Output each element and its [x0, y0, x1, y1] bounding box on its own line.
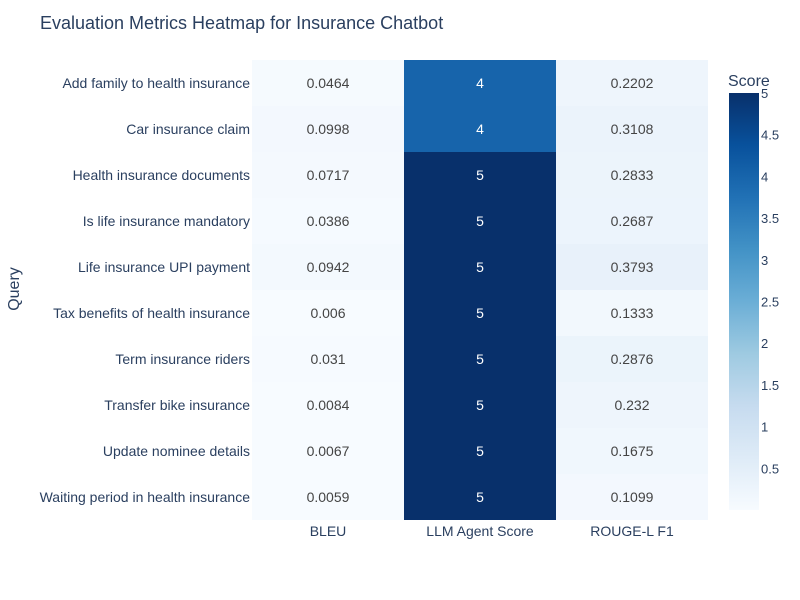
heatmap-cell — [556, 382, 708, 428]
heatmap-cell — [404, 244, 556, 290]
x-axis-ticks: BLEU LLM Agent Score ROUGE-L F1 — [310, 523, 674, 539]
y-tick-label: Life insurance UPI payment — [78, 259, 250, 275]
y-tick-label: Tax benefits of health insurance — [53, 305, 250, 321]
y-axis-ticks: Add family to health insurance Car insura… — [40, 75, 251, 505]
cell-value-label: 5 — [476, 397, 484, 413]
chart-title: Evaluation Metrics Heatmap for Insurance… — [40, 13, 443, 33]
colorbar-tick-label: 2 — [761, 336, 768, 351]
heatmap-cell — [252, 428, 404, 474]
heatmap-cell — [252, 336, 404, 382]
heatmap-cell — [252, 474, 404, 520]
colorbar-tick-label: 3 — [761, 253, 768, 268]
colorbar-tick-label: 4.5 — [761, 128, 779, 143]
heatmap-cell — [404, 152, 556, 198]
colorbar-tick-label: 1 — [761, 420, 768, 435]
x-tick-label: LLM Agent Score — [426, 523, 534, 539]
heatmap-cell — [404, 198, 556, 244]
y-tick-label: Is life insurance mandatory — [83, 213, 250, 229]
cell-value-label: 0.2833 — [611, 167, 654, 183]
colorbar-tick-label: 0.5 — [761, 461, 779, 476]
y-tick-label: Transfer bike insurance — [104, 397, 250, 413]
cell-value-label: 0.0998 — [307, 121, 350, 137]
cell-value-label: 0.2876 — [611, 351, 654, 367]
cell-value-label: 5 — [476, 489, 484, 505]
cell-value-label: 0.031 — [310, 351, 345, 367]
cell-value-label: 4 — [476, 75, 484, 91]
y-axis-title: Query — [6, 267, 23, 311]
colorbar-title: Score — [728, 73, 770, 90]
y-tick-label: Update nominee details — [103, 443, 250, 459]
heatmap-cell — [252, 60, 404, 106]
cell-value-label: 0.1333 — [611, 305, 654, 321]
heatmap-cell — [556, 336, 708, 382]
cell-value-label: 0.0717 — [307, 167, 350, 183]
heatmap-cell — [404, 428, 556, 474]
cell-value-label: 5 — [476, 167, 484, 183]
heatmap-cell — [556, 106, 708, 152]
cell-labels: 0.0464 4 0.2202 0.0998 4 0.3108 0.0717 5 0.2833 0… — [307, 75, 654, 505]
cell-value-label: 0.006 — [310, 305, 345, 321]
cell-value-label: 0.3793 — [611, 259, 654, 275]
heatmap-cell — [404, 106, 556, 152]
heatmap-cell — [556, 152, 708, 198]
heatmap-cell — [252, 106, 404, 152]
cell-value-label: 0.0942 — [307, 259, 350, 275]
y-tick-label: Term insurance riders — [115, 351, 250, 367]
heatmap-cell — [556, 60, 708, 106]
colorbar-tick-label: 2.5 — [761, 295, 779, 310]
cell-value-label: 0.0084 — [307, 397, 350, 413]
heatmap-cell — [252, 382, 404, 428]
cell-value-label: 5 — [476, 351, 484, 367]
cell-value-label: 0.2202 — [611, 75, 654, 91]
colorbar-tick-label: 1.5 — [761, 378, 779, 393]
y-tick-label: Car insurance claim — [126, 121, 250, 137]
heatmap-cell — [404, 474, 556, 520]
cell-value-label: 0.1675 — [611, 443, 654, 459]
cell-value-label: 0.232 — [614, 397, 649, 413]
heatmap-cell — [404, 290, 556, 336]
colorbar-tick-label: 3.5 — [761, 211, 779, 226]
heatmap-cell — [556, 474, 708, 520]
y-tick-label: Add family to health insurance — [62, 75, 250, 91]
cell-value-label: 4 — [476, 121, 484, 137]
y-tick-label: Health insurance documents — [73, 167, 250, 183]
colorbar: Score 0.5 1 1.5 2 2.5 3 3.5 4 4.5 5 — [728, 73, 779, 510]
heatmap-cell — [556, 198, 708, 244]
heatmap-cells — [252, 60, 708, 520]
heatmap-cell — [252, 290, 404, 336]
heatmap-cell — [404, 382, 556, 428]
cell-value-label: 0.1099 — [611, 489, 654, 505]
heatmap-cell — [404, 60, 556, 106]
cell-value-label: 0.0386 — [307, 213, 350, 229]
heatmap-cell — [252, 244, 404, 290]
colorbar-tick-label: 4 — [761, 169, 768, 184]
colorbar-tick-label: 5 — [761, 86, 768, 101]
y-tick-label: Waiting period in health insurance — [40, 489, 251, 505]
cell-value-label: 0.0059 — [307, 489, 350, 505]
cell-value-label: 0.0067 — [307, 443, 350, 459]
cell-value-label: 5 — [476, 259, 484, 275]
cell-value-label: 0.3108 — [611, 121, 654, 137]
cell-value-label: 5 — [476, 305, 484, 321]
colorbar-gradient — [729, 93, 759, 510]
x-tick-label: ROUGE-L F1 — [590, 523, 674, 539]
cell-value-label: 5 — [476, 443, 484, 459]
heatmap-cell — [252, 198, 404, 244]
heatmap-cell — [404, 336, 556, 382]
cell-value-label: 0.2687 — [611, 213, 654, 229]
heatmap-cell — [252, 152, 404, 198]
x-tick-label: BLEU — [310, 523, 347, 539]
heatmap-cell — [556, 428, 708, 474]
cell-value-label: 0.0464 — [307, 75, 350, 91]
heatmap-cell — [556, 244, 708, 290]
cell-value-label: 5 — [476, 213, 484, 229]
heatmap-cell — [556, 290, 708, 336]
